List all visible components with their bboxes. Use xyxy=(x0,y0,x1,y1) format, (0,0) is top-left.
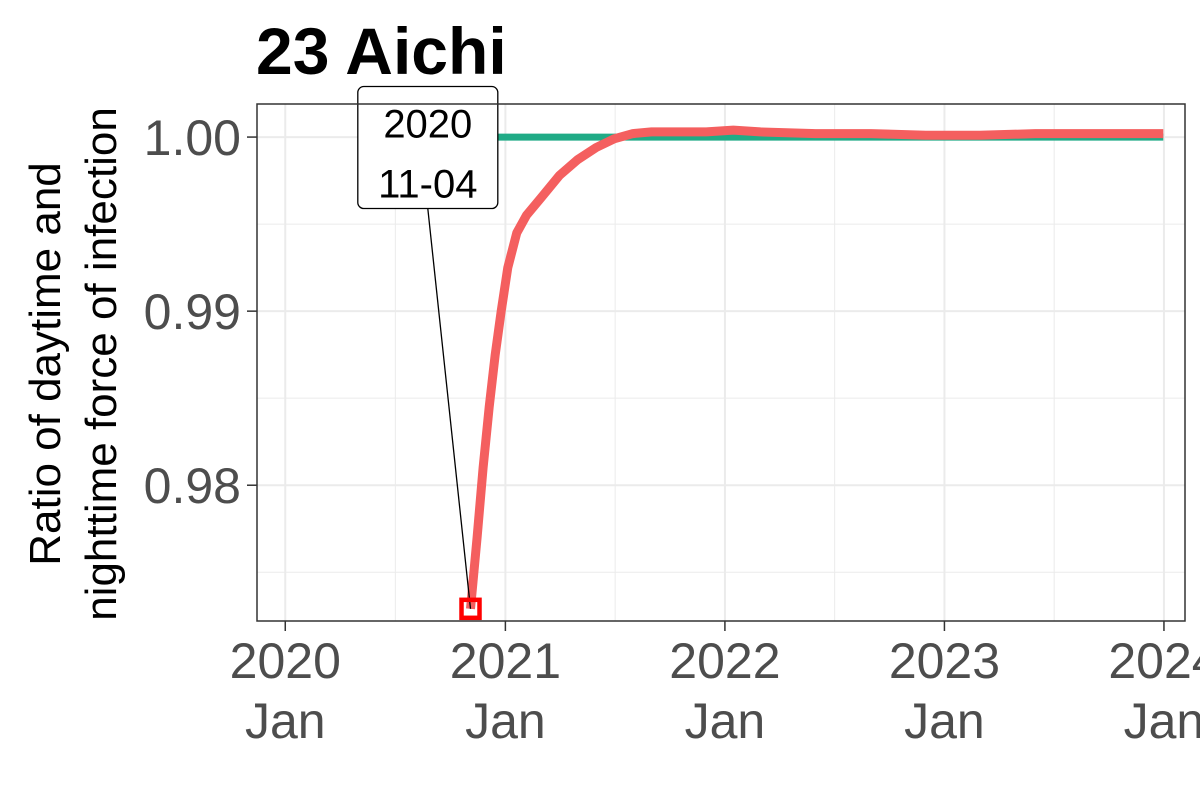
x-tick-label-year: 2021 xyxy=(450,633,561,689)
x-tick-label-month: Jan xyxy=(465,693,546,749)
x-tick-label-month: Jan xyxy=(245,693,326,749)
x-tick-label-month: Jan xyxy=(1124,693,1200,749)
annotation-box xyxy=(357,85,499,210)
highlight-point-marker xyxy=(459,597,482,621)
annotation-layer: 2020 11-04 xyxy=(357,85,499,621)
x-axis: 2020Jan2021Jan2022Jan2023Jan2024Jan xyxy=(230,621,1200,749)
x-tick-label-year: 2020 xyxy=(230,633,341,689)
series-line-2 xyxy=(466,125,1164,610)
y-tick-label: 1.00 xyxy=(144,110,241,166)
y-axis-title-line-1: Ratio of daytime and xyxy=(21,162,70,566)
annotation-label-line: 2020 xyxy=(383,103,472,147)
x-tick-label-year: 2023 xyxy=(889,633,1000,689)
y-axis-title-line-2: nighttime force of infection xyxy=(77,107,126,621)
y-tick-label: 0.99 xyxy=(144,284,241,340)
y-tick-label: 0.98 xyxy=(144,458,241,514)
y-axis-title: Ratio of daytime and nighttime force of … xyxy=(21,107,126,621)
x-tick-label-year: 2022 xyxy=(669,633,780,689)
x-tick-label-month: Jan xyxy=(685,693,766,749)
series-layer xyxy=(466,125,1164,610)
x-tick-label-month: Jan xyxy=(904,693,985,749)
annotation-label-line: 11-04 xyxy=(378,163,477,207)
annotation-leader-line xyxy=(427,208,472,609)
y-axis: 0.98 0.99 1.00 xyxy=(144,110,257,514)
x-tick-label-year: 2024 xyxy=(1108,633,1200,689)
chart-title: 23 Aichi xyxy=(256,14,507,88)
plot-border xyxy=(256,103,1186,622)
